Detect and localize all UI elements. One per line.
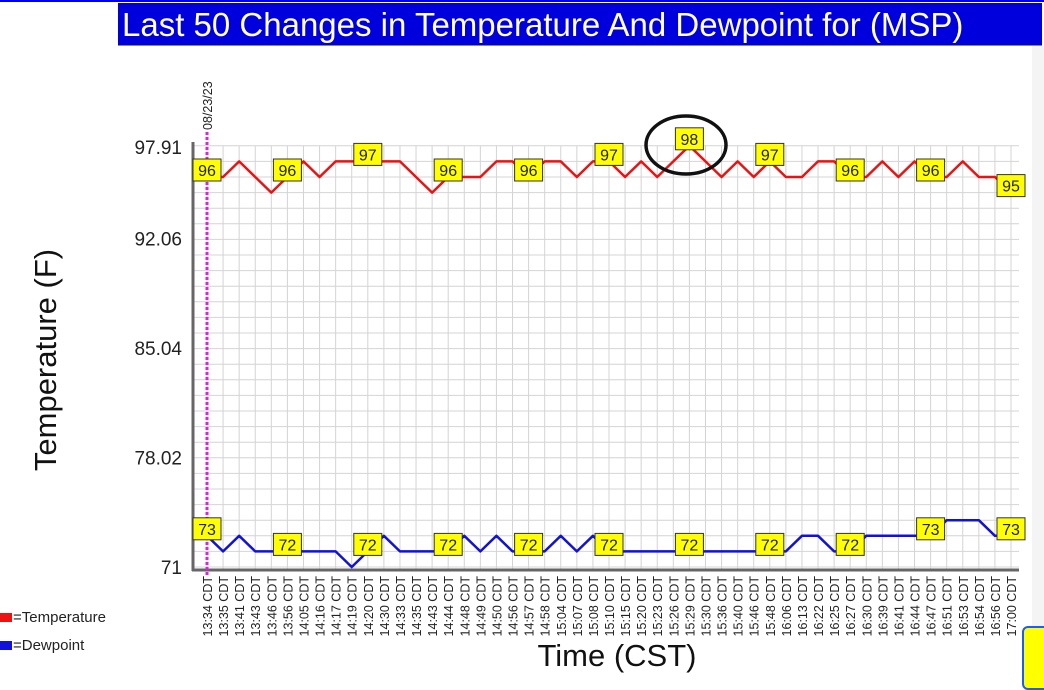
x-tick-label: 15:29 CDT [683, 576, 697, 637]
x-tick-label: 15:04 CDT [555, 576, 569, 637]
y-tick-label: 85.04 [134, 339, 182, 360]
x-tick-label: 17:00 CDT [1005, 576, 1019, 637]
x-tick-label: 14:16 CDT [314, 576, 328, 637]
x-tick-label: 13:43 CDT [249, 576, 263, 637]
date-marker: 08/23/23 [201, 81, 215, 575]
data-label: 72 [359, 537, 377, 554]
data-label: 96 [198, 163, 216, 180]
x-tick-label: 14:56 CDT [507, 576, 521, 637]
x-tick-label: 14:19 CDT [346, 576, 360, 637]
data-label: 72 [439, 537, 457, 554]
x-tick-label: 15:07 CDT [571, 576, 585, 637]
y-tick-label: 71 [161, 558, 182, 579]
data-label: 97 [359, 147, 377, 164]
data-label: 96 [922, 163, 940, 180]
x-tick-label: 16:27 CDT [844, 576, 858, 637]
x-tick-label: 15:36 CDT [716, 576, 730, 637]
legend-label: =Temperature [13, 609, 106, 626]
data-label: 73 [198, 522, 216, 539]
x-tick-label: 14:17 CDT [330, 576, 344, 637]
data-label: 96 [439, 163, 457, 180]
data-label: 95 [1002, 179, 1020, 196]
y-tick-label: 92.06 [134, 229, 182, 250]
x-tick-label: 14:44 CDT [442, 576, 456, 637]
x-tick-label: 15:20 CDT [635, 576, 649, 637]
data-label: 73 [1002, 522, 1020, 539]
data-label: 97 [761, 147, 779, 164]
legend: =Temperature =Dewpoint [0, 603, 106, 659]
x-tick-label: 15:26 CDT [667, 576, 681, 637]
x-tick-label: 15:08 CDT [587, 576, 601, 637]
x-tick-label: 15:15 CDT [619, 576, 633, 637]
x-axis-label: Time (CST) [538, 638, 697, 673]
x-tick-label: 16:25 CDT [828, 576, 842, 637]
x-tick-label: 16:41 CDT [892, 576, 906, 637]
x-tick-label: 16:51 CDT [941, 576, 955, 637]
legend-item-dewpoint: =Dewpoint [0, 631, 106, 659]
x-tick-label: 16:30 CDT [860, 576, 874, 637]
x-tick-label: 16:22 CDT [812, 576, 826, 637]
x-tick-label: 15:48 CDT [764, 576, 778, 637]
x-tick-label: 14:30 CDT [378, 576, 392, 637]
data-label: 72 [279, 537, 297, 554]
x-tick-label: 16:47 CDT [925, 576, 939, 637]
axes [192, 142, 1019, 571]
date-marker-label: 08/23/23 [201, 81, 215, 130]
legend-item-temperature: =Temperature [0, 603, 106, 631]
legend-label: =Dewpoint [13, 637, 84, 654]
x-tick-label: 14:43 CDT [426, 576, 440, 637]
y-tick-label: 97.91 [134, 138, 182, 159]
y-ticks: 97.91 92.06 85.04 78.02 71 [134, 138, 182, 579]
data-label: 72 [520, 537, 538, 554]
x-tick-label: 16:44 CDT [909, 576, 923, 637]
data-label: 97 [600, 147, 618, 164]
x-tick-label: 15:40 CDT [732, 576, 746, 637]
x-tick-label: 14:35 CDT [410, 576, 424, 637]
x-tick-label: 13:41 CDT [233, 576, 247, 637]
x-tick-label: 16:54 CDT [973, 576, 987, 637]
x-tick-label: 16:06 CDT [780, 576, 794, 637]
x-tick-label: 15:30 CDT [699, 576, 713, 637]
data-label: 72 [681, 537, 699, 554]
data-label: 72 [841, 537, 859, 554]
x-tick-label: 16:13 CDT [796, 576, 810, 637]
data-label: 96 [279, 163, 297, 180]
popup-button[interactable] [1022, 626, 1044, 690]
x-tick-label: 14:05 CDT [297, 576, 311, 637]
x-tick-label: 14:57 CDT [523, 576, 537, 637]
x-tick-label: 14:49 CDT [474, 576, 488, 637]
grid [193, 146, 1019, 570]
data-label: 96 [520, 163, 538, 180]
data-label: 98 [681, 132, 699, 149]
x-tick-label: 14:20 CDT [362, 576, 376, 637]
data-label: 96 [841, 163, 859, 180]
data-label: 72 [761, 537, 779, 554]
y-tick-label: 78.02 [134, 448, 182, 469]
x-tick-label: 16:56 CDT [989, 576, 1003, 637]
dewpoint-swatch [0, 641, 12, 650]
x-tick-label: 15:10 CDT [603, 576, 617, 637]
x-tick-label: 13:34 CDT [201, 576, 215, 637]
y-axis-label: Temperature (F) [28, 249, 63, 471]
data-label: 73 [922, 522, 940, 539]
x-tick-label: 16:53 CDT [957, 576, 971, 637]
temperature-swatch [0, 613, 12, 622]
x-tick-label: 15:46 CDT [748, 576, 762, 637]
x-tick-label: 14:50 CDT [490, 576, 504, 637]
x-tick-label: 13:46 CDT [265, 576, 279, 637]
x-tick-label: 13:56 CDT [281, 576, 295, 637]
x-tick-label: 15:23 CDT [651, 576, 665, 637]
data-label: 72 [600, 537, 618, 554]
x-tick-label: 13:35 CDT [217, 576, 231, 637]
x-tick-label: 14:58 CDT [539, 576, 553, 637]
x-tick-label: 16:39 CDT [876, 576, 890, 637]
x-tick-label: 14:33 CDT [394, 576, 408, 637]
x-tick-label: 14:48 CDT [458, 576, 472, 637]
